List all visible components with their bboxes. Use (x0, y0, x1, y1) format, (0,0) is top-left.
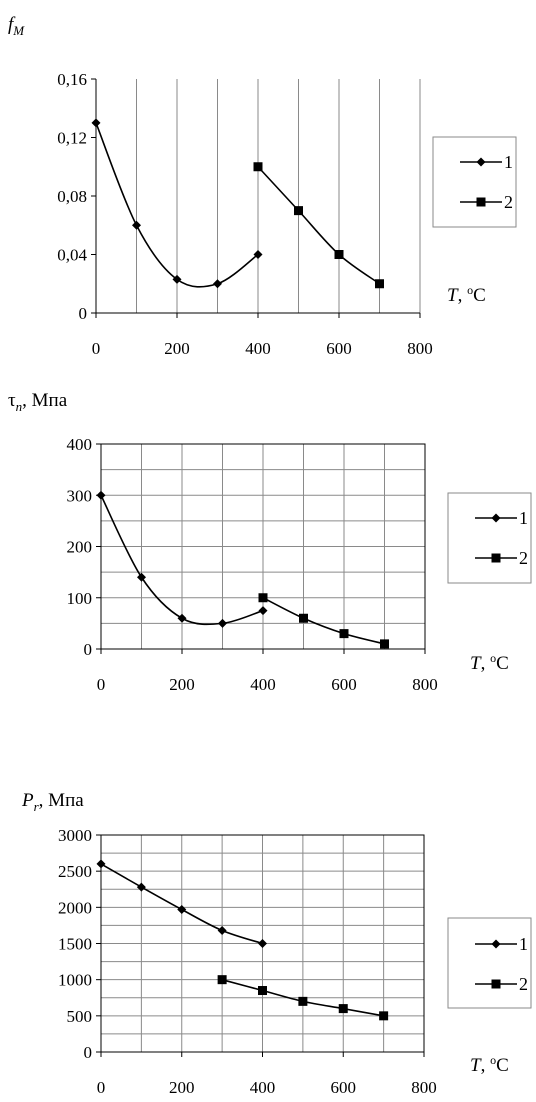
x-tick-label: 200 (169, 675, 195, 694)
y-tick-label: 0 (84, 640, 93, 659)
y-tick-label: 300 (67, 486, 93, 505)
legend-marker (476, 197, 486, 207)
x-tick-label: 0 (92, 339, 101, 358)
series-2 (217, 975, 389, 1021)
y-tick-label: 100 (67, 589, 93, 608)
x-tick-label: 400 (245, 339, 271, 358)
data-point (213, 279, 222, 289)
y-tick-label: 400 (67, 435, 93, 454)
x-tick-label: 400 (250, 1078, 276, 1097)
y-tick-label: 2000 (58, 898, 92, 917)
y-tick-label: 0 (84, 1043, 93, 1062)
data-point (96, 859, 106, 869)
data-point (338, 1004, 348, 1014)
y-tick-label: 0 (79, 304, 88, 323)
data-point (334, 250, 344, 259)
data-point (339, 629, 349, 639)
data-point (380, 639, 389, 649)
data-point (217, 925, 227, 935)
data-point (298, 996, 308, 1006)
chart-3: 0 500 1000 1500 2000 2500 3000 0 200 400 600 800 Pr,… (21, 790, 532, 1097)
data-point (177, 905, 187, 915)
y-tick-label: 2500 (58, 862, 92, 881)
x-tick-label: 800 (411, 1078, 437, 1097)
x-tick-label: 600 (331, 675, 357, 694)
data-point (217, 975, 227, 985)
y-tick-label: 0,16 (57, 70, 87, 89)
legend-label: 1 (519, 934, 528, 954)
x-axis-label: T, oC (470, 1053, 509, 1076)
series-1 (91, 118, 263, 289)
data-point (132, 220, 141, 230)
x-tick-label: 800 (412, 675, 438, 694)
data-point (379, 1011, 389, 1021)
y-tick-label: 0,12 (57, 129, 87, 148)
legend: 12 (447, 917, 532, 1009)
data-point (253, 250, 263, 259)
data-point (375, 279, 384, 289)
data-point (294, 206, 303, 216)
legend-label: 2 (519, 974, 528, 994)
data-point (137, 572, 146, 582)
legend-box (447, 917, 532, 1009)
data-point (218, 618, 227, 628)
y-tick-label: 500 (67, 1007, 93, 1026)
data-point (258, 606, 268, 616)
data-point (253, 162, 263, 172)
legend-box (447, 492, 532, 584)
legend: 12 (447, 492, 532, 584)
x-tick-label: 0 (97, 675, 106, 694)
legend-marker (491, 513, 501, 523)
data-point (258, 593, 268, 603)
x-tick-label: 0 (97, 1078, 106, 1097)
y-axis-label: fM (8, 14, 25, 38)
x-tick-label: 800 (407, 339, 433, 358)
x-tick-label: 600 (326, 339, 352, 358)
legend-label: 1 (519, 508, 528, 528)
data-point (299, 613, 308, 623)
data-point (177, 613, 187, 623)
series-line (262, 597, 385, 645)
series-1 (96, 490, 268, 628)
legend-marker (491, 553, 501, 563)
series-line (95, 122, 259, 288)
data-point (258, 986, 267, 996)
y-axis-label: τn, Мпа (8, 390, 68, 414)
data-point (91, 118, 101, 128)
data-point (136, 882, 146, 892)
legend-label: 1 (504, 152, 513, 172)
legend-box (432, 136, 517, 228)
x-tick-label: 600 (331, 1078, 357, 1097)
legend-marker (491, 979, 501, 989)
y-tick-label: 1000 (58, 971, 92, 990)
legend-label: 2 (504, 192, 513, 212)
data-point (96, 490, 106, 500)
y-tick-label: 0,04 (57, 246, 87, 265)
x-axis-label: T, oC (447, 283, 486, 306)
series-1 (96, 859, 267, 948)
x-tick-label: 400 (250, 675, 276, 694)
legend-marker (491, 939, 501, 949)
legend-marker (476, 157, 486, 167)
series-2 (258, 593, 389, 649)
y-tick-label: 3000 (58, 826, 92, 845)
y-tick-label: 0,08 (57, 187, 87, 206)
y-tick-label: 1500 (58, 935, 92, 954)
data-point (258, 939, 267, 948)
y-axis-label: Pr, Мпа (21, 790, 84, 814)
legend-label: 2 (519, 548, 528, 568)
y-tick-label: 200 (67, 538, 93, 557)
x-axis-label: T, oC (470, 651, 509, 674)
x-tick-label: 200 (164, 339, 190, 358)
x-tick-label: 200 (169, 1078, 195, 1097)
legend: 12 (432, 136, 517, 228)
series-line (257, 166, 380, 285)
data-point (172, 274, 182, 284)
series-2 (253, 162, 384, 289)
